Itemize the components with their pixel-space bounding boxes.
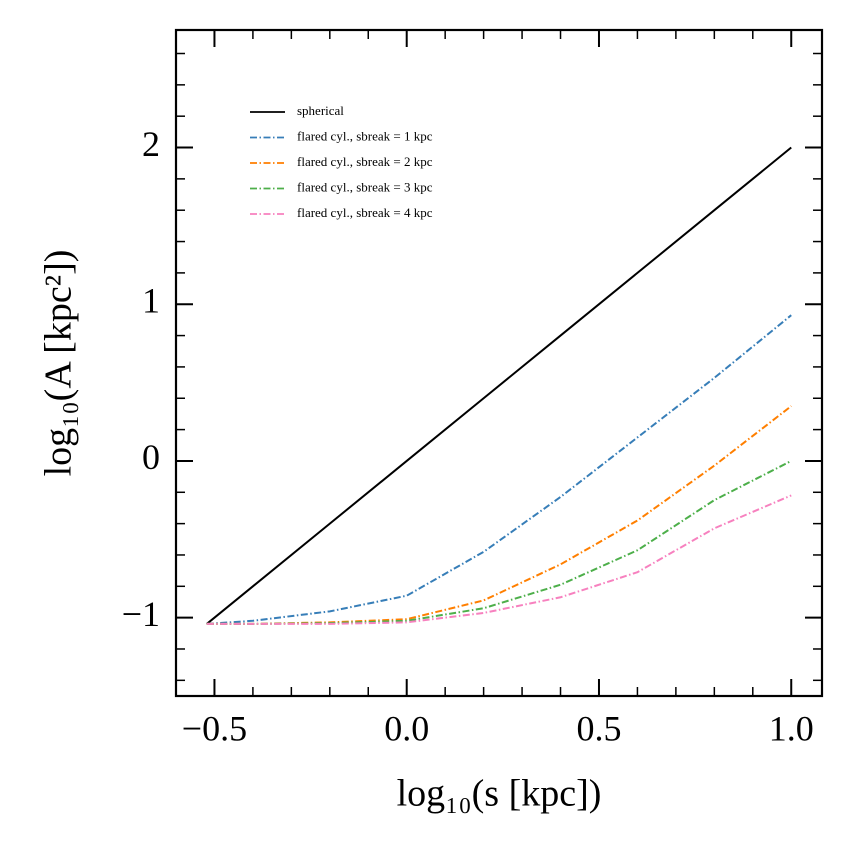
line (206, 494, 792, 625)
plot-frame (174, 28, 824, 698)
y-tick-label: 1 (142, 281, 160, 321)
x-tick-label: 0.0 (384, 708, 429, 748)
legend-label: flared cyl., sbreak = 3 kpc (297, 179, 433, 194)
legend-label: spherical (297, 103, 344, 118)
legend-label: flared cyl., sbreak = 1 kpc (297, 128, 433, 143)
line (206, 460, 792, 625)
x-tick-label: 1.0 (769, 708, 814, 748)
y-tick-label: 0 (142, 437, 160, 477)
x-tick-label: 0.5 (576, 708, 621, 748)
y-axis-label: log₁₀(A [kpc²]) (38, 250, 80, 477)
y-tick-label: 2 (142, 124, 160, 164)
x-axis-label: log₁₀(s [kpc]) (397, 773, 602, 815)
line (206, 314, 792, 625)
legend-label: flared cyl., sbreak = 2 kpc (297, 154, 433, 169)
line (206, 146, 792, 625)
legend-label: flared cyl., sbreak = 4 kpc (297, 205, 433, 220)
y-tick-label: −1 (122, 594, 160, 634)
line (206, 405, 792, 625)
x-tick-label: −0.5 (182, 708, 247, 748)
